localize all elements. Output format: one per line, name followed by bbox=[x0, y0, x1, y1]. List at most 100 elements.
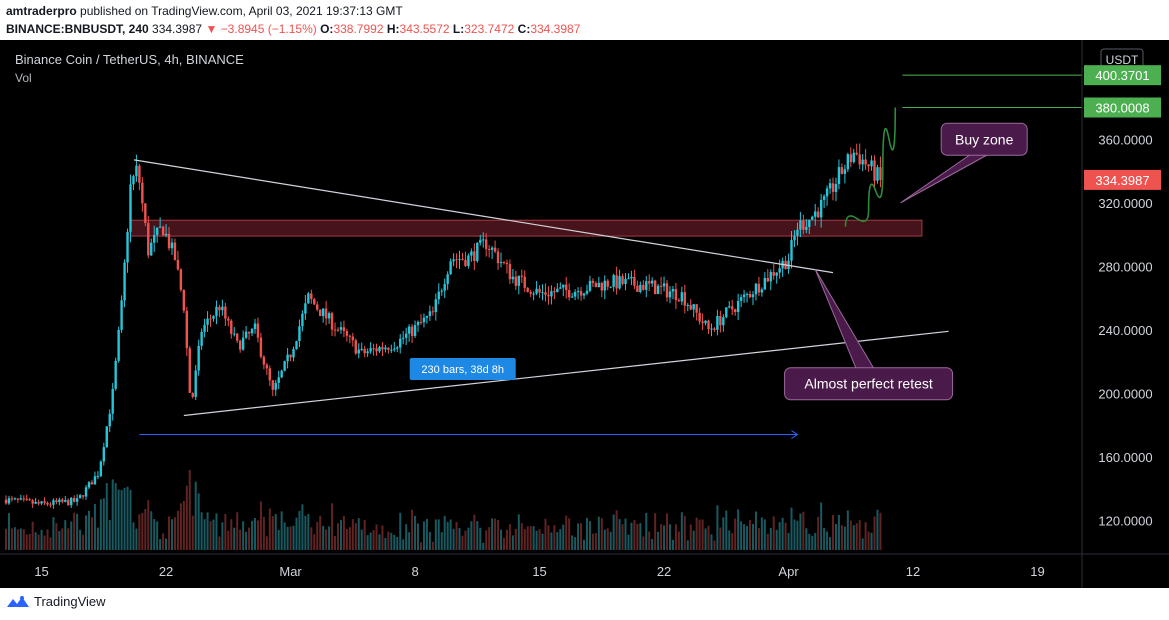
volume-bar bbox=[310, 527, 313, 550]
volume-bar bbox=[855, 523, 858, 550]
volume-bar bbox=[70, 521, 73, 550]
candle-body bbox=[321, 308, 325, 317]
volume-bar bbox=[351, 519, 354, 550]
volume-bar bbox=[40, 529, 43, 550]
volume-bar bbox=[129, 489, 132, 550]
candle-body bbox=[707, 320, 710, 330]
candle-body bbox=[327, 313, 331, 319]
volume-bar bbox=[704, 528, 707, 550]
candle-body bbox=[609, 286, 612, 288]
volume-bar bbox=[663, 525, 666, 550]
high-label: H: bbox=[386, 22, 400, 36]
candle-body bbox=[633, 276, 636, 286]
volume-bar bbox=[431, 541, 434, 550]
volume-bar bbox=[419, 542, 422, 550]
volume-bar bbox=[221, 522, 224, 550]
volume-bar bbox=[781, 517, 784, 550]
candle-body bbox=[123, 262, 126, 301]
volume-bar bbox=[61, 528, 64, 550]
candle-body bbox=[701, 321, 704, 324]
descending-trendline bbox=[133, 159, 834, 274]
candle-body bbox=[49, 504, 52, 506]
volume-bar bbox=[461, 535, 464, 550]
candle-body bbox=[194, 370, 197, 397]
volume-bar bbox=[348, 527, 351, 550]
volume-bar bbox=[680, 512, 683, 550]
candle-body bbox=[43, 501, 46, 503]
candle-body bbox=[603, 280, 606, 291]
candle-body bbox=[793, 235, 796, 241]
candle-body bbox=[630, 276, 633, 279]
candle-body bbox=[283, 361, 286, 371]
volume-bar bbox=[212, 519, 215, 550]
candle-body bbox=[790, 240, 793, 261]
volume-bar bbox=[369, 532, 372, 550]
measure-label: 230 bars, 38d 8h bbox=[421, 364, 504, 376]
chart-area[interactable]: 230 bars, 38d 8h Buy zone Almost perfect r… bbox=[0, 40, 1169, 588]
candle-body bbox=[268, 368, 272, 381]
candle-body bbox=[84, 487, 88, 497]
volume-bar bbox=[743, 524, 746, 550]
candle-body bbox=[517, 275, 521, 286]
candle-body bbox=[600, 282, 604, 291]
candle-body bbox=[96, 476, 100, 478]
x-tick-label: 22 bbox=[657, 564, 671, 579]
volume-bar bbox=[766, 533, 769, 550]
y-tick-label: 280.0000 bbox=[1098, 259, 1152, 274]
candle-body bbox=[265, 364, 269, 369]
volume-bar bbox=[209, 521, 212, 550]
volume-bar bbox=[870, 532, 873, 550]
volume-bar bbox=[114, 483, 117, 550]
volume-bar bbox=[90, 517, 93, 550]
candle-body bbox=[834, 183, 838, 192]
volume-bar bbox=[683, 515, 686, 550]
candle-body bbox=[28, 499, 31, 501]
candle-body bbox=[805, 226, 808, 230]
volume-bar bbox=[19, 528, 22, 550]
volume-bar bbox=[271, 516, 274, 550]
candle-body bbox=[126, 231, 129, 263]
callout-text: Buy zone bbox=[955, 131, 1014, 147]
candle-body bbox=[668, 291, 672, 298]
chart-legend-title: Binance Coin / TetherUS, 4h, BINANCE bbox=[15, 52, 244, 67]
volume-bar bbox=[289, 526, 292, 550]
candle-body bbox=[393, 348, 396, 350]
candle-body bbox=[141, 182, 144, 204]
candle-body bbox=[37, 501, 40, 504]
volume-bar bbox=[517, 514, 520, 550]
volume-bar bbox=[381, 525, 384, 550]
volume-bar bbox=[46, 529, 49, 550]
volume-bar bbox=[597, 516, 600, 550]
candle-body bbox=[852, 152, 855, 163]
candle-body bbox=[67, 500, 70, 506]
volume-bar bbox=[277, 529, 280, 550]
candle-body bbox=[606, 280, 609, 287]
candle-body bbox=[19, 498, 23, 500]
volume-bar bbox=[52, 517, 55, 550]
candle-body bbox=[562, 284, 565, 288]
candle-body bbox=[618, 276, 621, 289]
volume-bar bbox=[150, 511, 153, 550]
candle-body bbox=[64, 500, 67, 502]
author-name[interactable]: amtraderpro bbox=[6, 4, 77, 18]
candle-body bbox=[179, 269, 183, 290]
volume-bar bbox=[455, 521, 458, 550]
volume-bar bbox=[760, 517, 763, 550]
candle-body bbox=[763, 277, 767, 290]
volume-bar bbox=[262, 516, 265, 550]
price-chart[interactable]: 230 bars, 38d 8h Buy zone Almost perfect r… bbox=[0, 40, 1169, 588]
volume-bar bbox=[411, 509, 414, 550]
candle-body bbox=[627, 278, 630, 280]
candle-body bbox=[212, 315, 215, 319]
x-tick-label: Mar bbox=[279, 564, 302, 579]
candle-body bbox=[396, 347, 399, 349]
volume-bar bbox=[633, 519, 636, 550]
candle-body bbox=[870, 160, 873, 167]
tradingview-logo[interactable]: TradingView bbox=[6, 594, 106, 609]
volume-bar bbox=[784, 522, 787, 550]
candle-body bbox=[135, 165, 138, 177]
volume-bar bbox=[565, 515, 568, 550]
candle-body bbox=[301, 313, 304, 327]
volume-bar bbox=[494, 518, 497, 550]
volume-bar bbox=[10, 528, 13, 550]
